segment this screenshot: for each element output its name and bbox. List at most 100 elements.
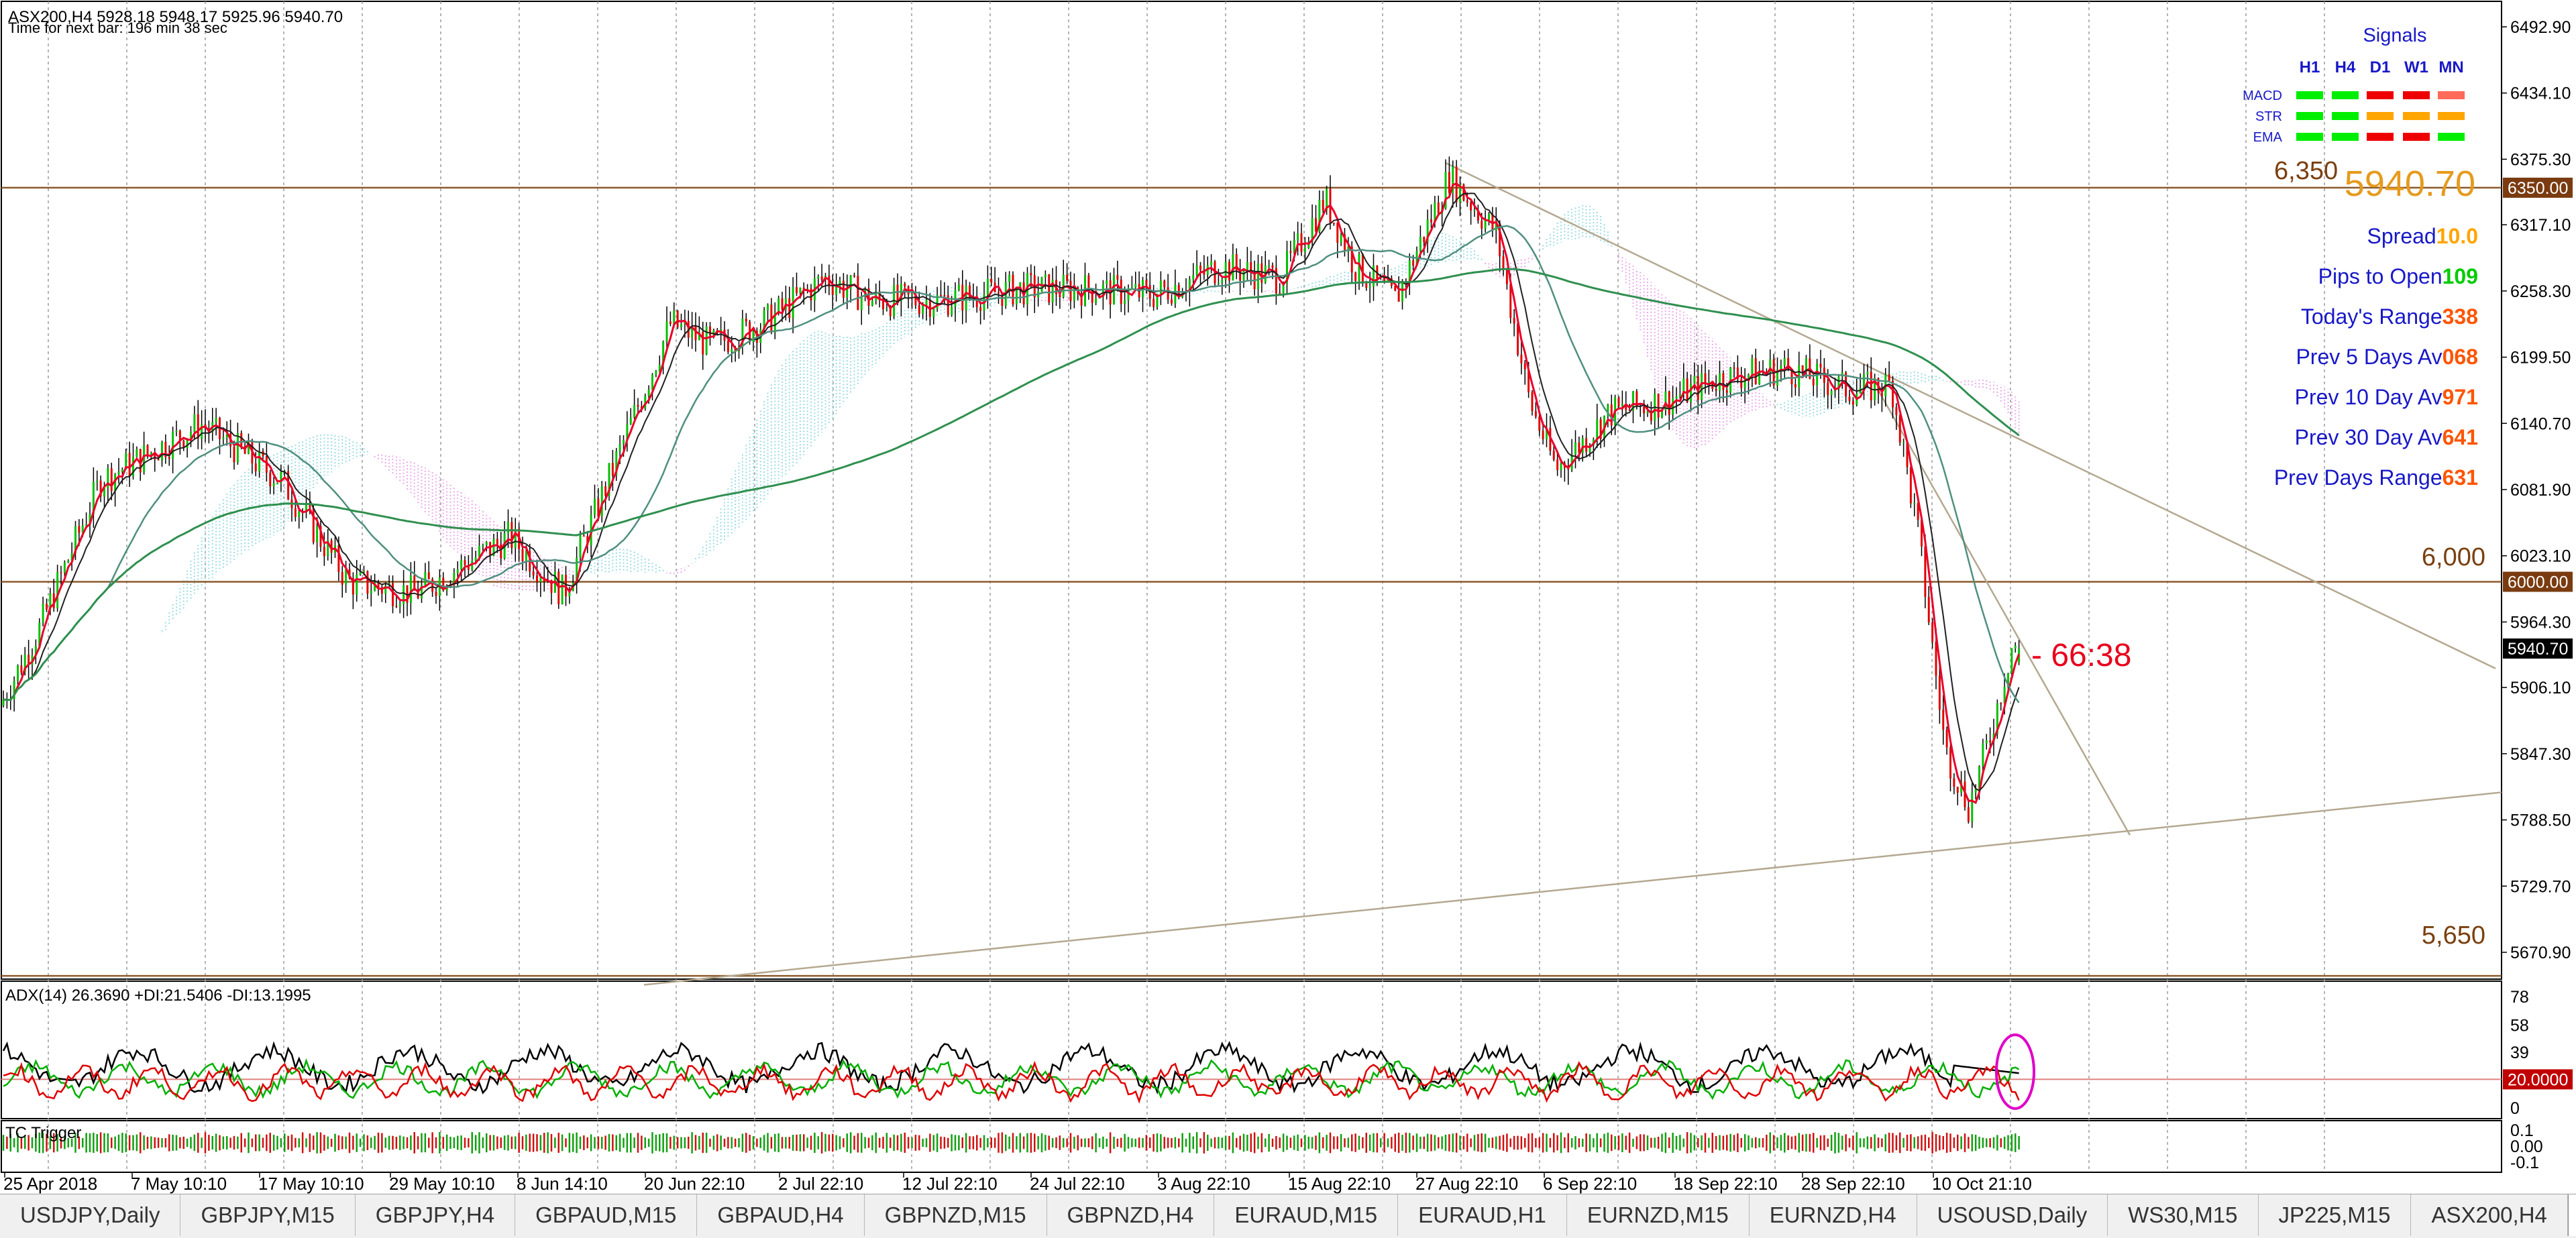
tab-gbpjpy-m15[interactable]: GBPJPY,M15	[180, 1194, 356, 1236]
candle-body	[125, 453, 127, 469]
candle-body	[767, 304, 769, 311]
candle-body	[597, 498, 600, 516]
ema-slow-line	[3, 225, 2020, 704]
signal-timeframe-h4: H4	[2335, 58, 2356, 76]
candle-body	[1224, 262, 1227, 280]
candle-body	[1326, 188, 1328, 211]
candle-body	[1646, 411, 1649, 414]
tab-asx200-h4[interactable]: ASX200,H4	[2411, 1194, 2568, 1236]
candle-body	[225, 433, 228, 438]
candle-body	[1106, 280, 1108, 285]
candle-body	[63, 562, 66, 573]
tab-gbpaud-h4[interactable]: GBPAUD,H4	[697, 1194, 865, 1236]
candle-body	[398, 604, 401, 607]
adx-tick-label: 58	[2510, 1017, 2529, 1035]
tab-ws30-m15[interactable]: WS30,M15	[2108, 1194, 2259, 1236]
candle-body	[1271, 265, 1274, 268]
candle-body	[1419, 237, 1421, 251]
candle-body	[1217, 282, 1220, 284]
signal-timeframe-h1: H1	[2300, 58, 2320, 76]
candle-body	[406, 585, 409, 603]
candle-body	[363, 571, 365, 573]
tab-eurnzd-h4[interactable]: EURNZD,H4	[1750, 1194, 1917, 1236]
candle-body	[1401, 281, 1403, 302]
candle-body	[421, 585, 423, 598]
candle-body	[1805, 358, 1807, 372]
candle-body	[640, 406, 643, 408]
candle-body	[316, 526, 319, 543]
candle-body	[114, 474, 117, 492]
candle-body	[1704, 373, 1707, 384]
candle-body	[1754, 358, 1757, 384]
candle-body	[1632, 391, 1634, 411]
candle-body	[154, 452, 156, 459]
time-tick-label: 15 Aug 22:10	[1288, 1174, 1391, 1194]
candle-body	[182, 441, 185, 449]
candle-body	[1740, 379, 1743, 388]
candle-body	[986, 278, 989, 295]
tab-gbpnzd-h4[interactable]: GBPNZD,H4	[1047, 1194, 1215, 1236]
tab-asx200-h4[interactable]: ASX200,H4	[2567, 1194, 2576, 1236]
tab-euraud-m15[interactable]: EURAUD,M15	[1214, 1194, 1399, 1236]
candle-body	[882, 298, 884, 310]
candle-body	[576, 557, 578, 583]
candle-body	[1127, 288, 1130, 300]
tab-jp225-m15[interactable]: JP225,M15	[2259, 1194, 2412, 1236]
signal-timeframe-mn: MN	[2438, 58, 2463, 76]
candle-body	[1152, 298, 1155, 307]
candle-body	[1361, 254, 1364, 284]
candle-body	[1924, 546, 1927, 598]
candle-body	[1509, 284, 1512, 319]
candle-body	[327, 540, 329, 557]
tab-gbpjpy-h4[interactable]: GBPJPY,H4	[356, 1194, 516, 1236]
highlight-circle	[1995, 1033, 2035, 1110]
candle-body	[990, 278, 993, 283]
candle-body	[427, 572, 430, 579]
candle-body	[1956, 787, 1959, 793]
candle-body	[103, 488, 105, 497]
candle-body	[1156, 294, 1159, 307]
tab-usdjpy-daily[interactable]: USDJPY,Daily	[0, 1194, 181, 1236]
price-tick-label: 6434.10	[2510, 85, 2571, 103]
candle-body	[979, 307, 982, 311]
tab-usousd-daily[interactable]: USOUSD,Daily	[1917, 1194, 2108, 1236]
candle-body	[1982, 743, 1984, 767]
candle-body	[662, 341, 665, 365]
candle-body	[914, 294, 917, 306]
candle-body	[1279, 293, 1281, 294]
candle-body	[1736, 368, 1739, 380]
candle-body	[20, 665, 23, 673]
tab-gbpaud-m15[interactable]: GBPAUD,M15	[515, 1194, 698, 1236]
candle-body	[1030, 272, 1032, 276]
candle-body	[1520, 354, 1523, 363]
candle-body	[1906, 442, 1909, 467]
signal-row-label: EMA	[2253, 130, 2283, 145]
candle-body	[932, 308, 935, 317]
candle-body	[89, 514, 91, 524]
candle-body	[2003, 687, 2006, 704]
candle-body	[1837, 376, 1840, 390]
candle-body	[788, 298, 791, 319]
candle-body	[608, 463, 610, 496]
candle-body	[655, 371, 657, 375]
candle-body	[1661, 410, 1663, 418]
candle-body	[673, 311, 676, 324]
tab-gbpnzd-m15[interactable]: GBPNZD,M15	[865, 1194, 1047, 1236]
candle-body	[539, 577, 542, 582]
candle-body	[81, 525, 84, 533]
candle-body	[1830, 390, 1833, 396]
candle-body	[604, 486, 607, 496]
signal-cell	[2332, 112, 2359, 120]
candle-body	[2007, 673, 2009, 687]
tab-eurnzd-m15[interactable]: EURNZD,M15	[1567, 1194, 1750, 1236]
price-tick-label: 6023.10	[2510, 547, 2571, 566]
tab-euraud-h1[interactable]: EURAUD,H1	[1398, 1194, 1567, 1236]
candle-body	[309, 504, 311, 508]
candle-body	[1617, 397, 1620, 406]
adx-panel-frame	[1, 980, 2502, 1119]
candle-body	[474, 557, 477, 561]
candle-body	[691, 326, 694, 338]
candle-body	[92, 482, 95, 514]
candle-body	[1917, 503, 1919, 520]
